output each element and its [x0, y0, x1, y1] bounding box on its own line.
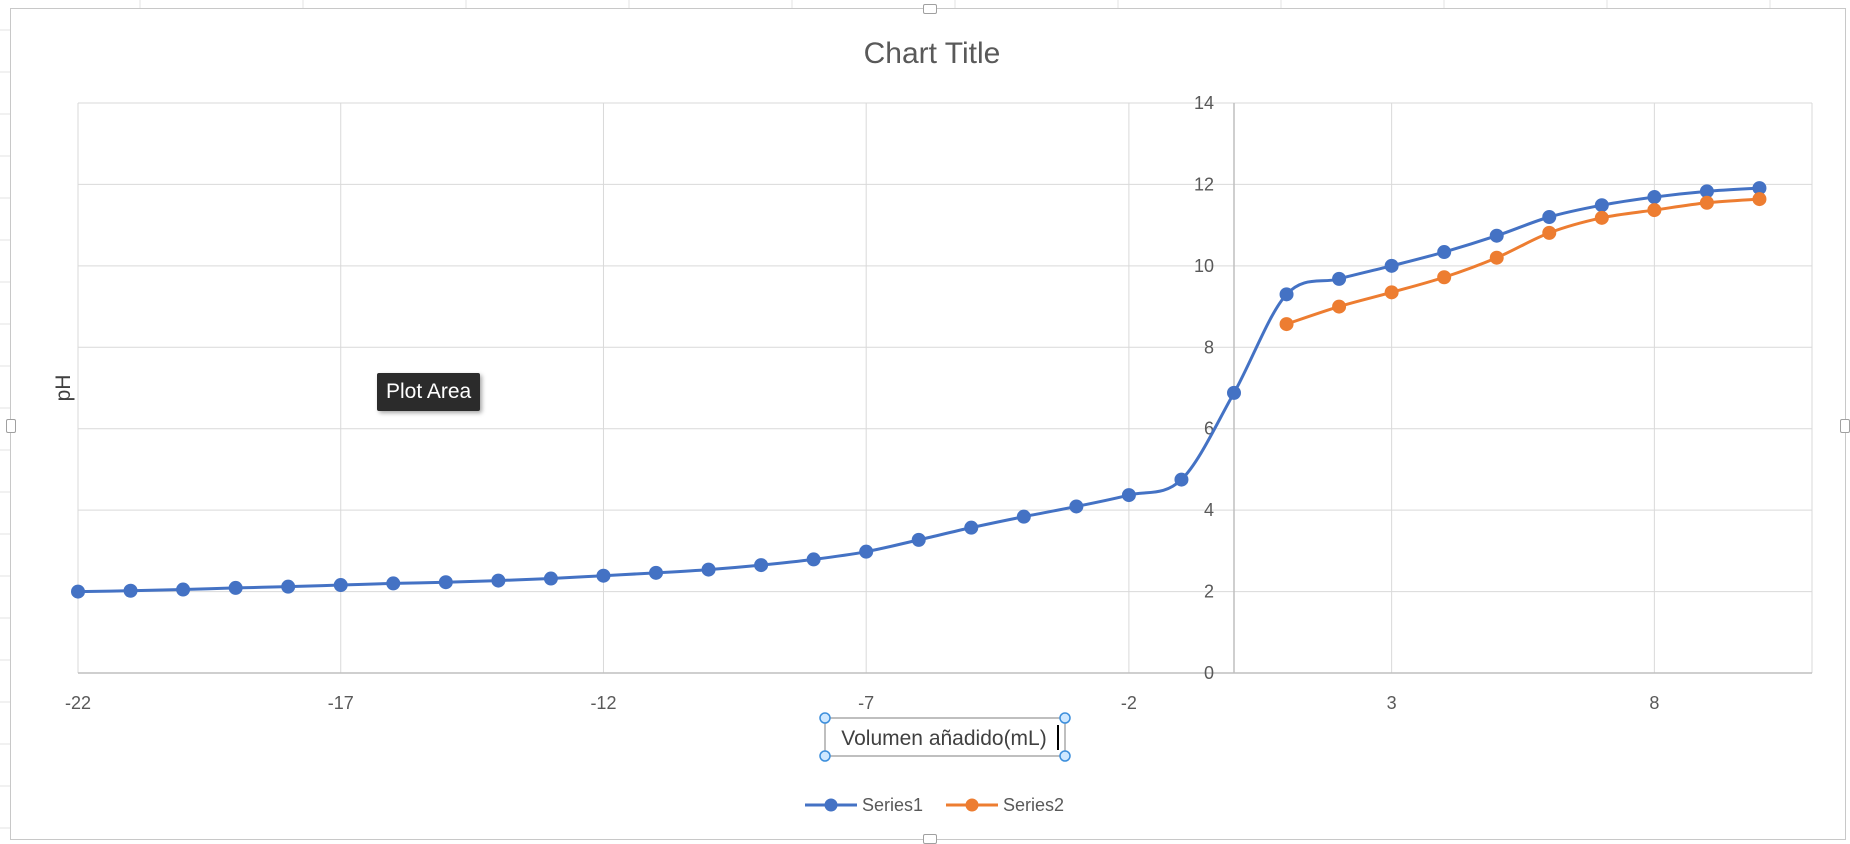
data-point[interactable] — [1174, 472, 1189, 487]
selection-handle[interactable] — [1059, 750, 1071, 762]
series-series2[interactable] — [1279, 192, 1767, 332]
data-point[interactable] — [123, 583, 138, 598]
data-point[interactable] — [649, 565, 663, 580]
data-point[interactable] — [1752, 192, 1767, 207]
data-point[interactable] — [596, 568, 611, 583]
legend-item-series2[interactable]: Series2 — [946, 795, 1064, 815]
data-point[interactable] — [543, 571, 558, 586]
data-point[interactable] — [228, 580, 243, 595]
legend-marker — [965, 798, 979, 812]
data-point[interactable] — [386, 576, 401, 591]
selection-handle[interactable] — [1059, 712, 1071, 724]
series-group[interactable] — [71, 181, 1767, 599]
legend-marker — [824, 798, 838, 812]
data-point[interactable] — [1594, 210, 1609, 225]
data-point[interactable] — [1384, 258, 1399, 273]
data-point[interactable] — [1227, 385, 1241, 400]
series-series1[interactable] — [71, 181, 1767, 599]
data-point[interactable] — [754, 558, 769, 573]
data-point[interactable] — [1121, 488, 1136, 503]
y-tick-label: 8 — [1204, 337, 1214, 357]
data-point[interactable] — [1699, 195, 1714, 210]
data-point[interactable] — [859, 544, 874, 559]
series-line[interactable] — [1286, 197, 1760, 326]
data-point[interactable] — [1384, 285, 1399, 300]
data-point[interactable] — [1489, 228, 1504, 243]
data-point[interactable] — [281, 579, 296, 594]
y-tick-label: 14 — [1194, 93, 1214, 113]
data-point[interactable] — [1279, 317, 1294, 332]
selection-handle[interactable] — [819, 750, 831, 762]
data-point[interactable] — [333, 578, 348, 593]
data-point[interactable] — [964, 520, 979, 535]
data-point[interactable] — [1332, 271, 1347, 286]
x-tick-label: -17 — [328, 693, 354, 713]
series-line[interactable] — [77, 186, 1760, 594]
data-point[interactable] — [438, 575, 453, 590]
data-point[interactable] — [1016, 509, 1031, 524]
x-tick-label: -2 — [1121, 693, 1137, 713]
data-point[interactable] — [1437, 270, 1452, 285]
chart-frame[interactable] — [6, 4, 1850, 844]
x-axis-title-border — [824, 717, 1066, 757]
resize-handle-top[interactable] — [923, 4, 937, 14]
data-point[interactable] — [71, 584, 85, 599]
data-point[interactable] — [1279, 287, 1294, 302]
data-point[interactable] — [701, 562, 716, 577]
chart-title[interactable]: Chart Title — [864, 37, 1001, 70]
resize-handle-left[interactable] — [6, 419, 16, 433]
data-point[interactable] — [1542, 225, 1557, 240]
legend-label: Series1 — [862, 795, 923, 815]
data-point[interactable] — [806, 552, 821, 567]
x-tick-label: 3 — [1387, 693, 1397, 713]
data-point[interactable] — [911, 532, 926, 547]
x-tick-label: 8 — [1649, 693, 1659, 713]
data-point[interactable] — [1489, 250, 1504, 265]
legend[interactable]: Series1 Series2 — [805, 795, 1064, 815]
data-point[interactable] — [1594, 198, 1609, 213]
plot-area-tooltip: Plot Area — [377, 373, 481, 411]
data-point[interactable] — [1647, 190, 1662, 205]
y-tick-label: 0 — [1204, 663, 1214, 683]
data-point[interactable] — [1542, 210, 1557, 224]
x-tick-label: -12 — [590, 693, 616, 713]
data-point[interactable] — [1437, 245, 1452, 260]
gridlines — [77, 102, 1813, 673]
data-point[interactable] — [1647, 203, 1662, 218]
data-point[interactable] — [176, 582, 191, 597]
data-point[interactable] — [1069, 499, 1084, 514]
x-tick-label: -22 — [65, 693, 91, 713]
tick-labels: 0 2 4 6 8 10 12 14 -22 -17 -12 -7 -2 3 8 — [65, 93, 1659, 713]
data-point[interactable] — [1332, 299, 1347, 314]
x-tick-label: -7 — [858, 693, 874, 713]
data-point[interactable] — [491, 573, 506, 588]
y-tick-label: 4 — [1204, 500, 1214, 520]
y-tick-label: 10 — [1194, 256, 1214, 276]
y-tick-label: 6 — [1204, 419, 1214, 439]
selection-handle[interactable] — [819, 712, 831, 724]
x-axis-title-box[interactable]: Volumen añadido(mL) — [819, 712, 1071, 762]
legend-label: Series2 — [1003, 795, 1064, 815]
y-tick-label: 12 — [1194, 174, 1214, 194]
x-axis-title[interactable]: Volumen añadido(mL) — [841, 727, 1046, 750]
y-axis-title[interactable]: pH — [52, 375, 75, 402]
y-tick-label: 2 — [1204, 582, 1214, 602]
legend-item-series1[interactable]: Series1 — [805, 795, 923, 815]
